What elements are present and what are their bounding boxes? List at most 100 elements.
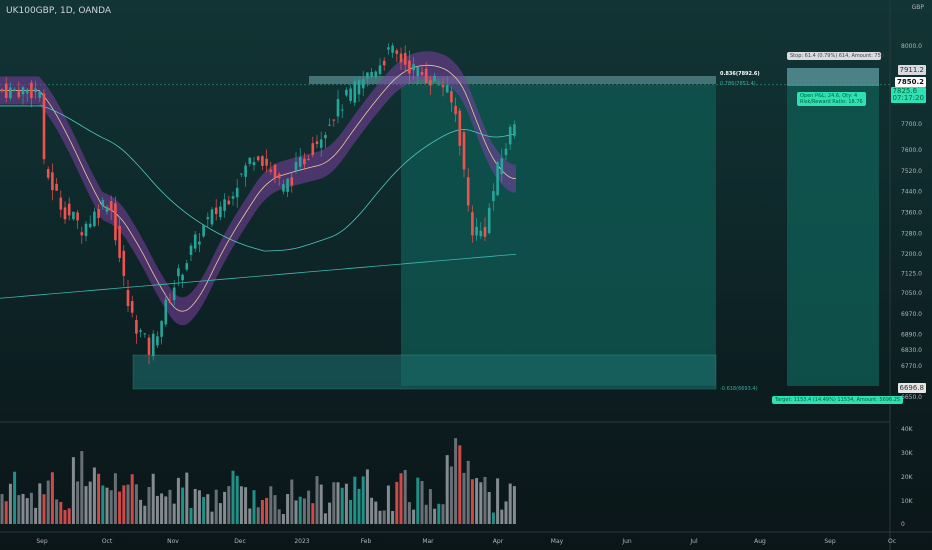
volume-bar: [391, 511, 395, 524]
y-tick-label: 7520.0: [901, 168, 922, 175]
volume-bar: [244, 487, 248, 524]
fib-mid-label: 0.786(7851.4): [720, 81, 756, 87]
candle-body: [59, 197, 63, 210]
volume-bar: [475, 478, 479, 524]
volume-tick-label: 10K: [901, 498, 914, 505]
candle-body: [391, 45, 394, 53]
volume-bar: [332, 482, 336, 524]
candle-body: [471, 212, 474, 236]
volume-bar: [160, 493, 164, 524]
volume-bar: [323, 513, 327, 524]
candle-body: [219, 206, 222, 218]
candle-body: [160, 320, 163, 337]
candle-body: [479, 230, 483, 237]
candle-body: [366, 72, 369, 79]
candle-body: [139, 330, 142, 332]
volume-bar: [122, 485, 126, 524]
candle-body: [198, 241, 201, 245]
volume-bar: [109, 490, 113, 524]
volume-bar: [315, 476, 319, 524]
x-tick-label: May: [551, 538, 564, 545]
y-tick-label: 7050.0: [901, 290, 922, 297]
volume-bar: [433, 508, 437, 524]
candle-body: [387, 47, 390, 50]
ma-mid-line: [0, 105, 517, 252]
y-tick-label: 8000.0: [901, 43, 922, 50]
volume-bar: [235, 475, 239, 524]
candle-body: [399, 53, 403, 63]
candle-body: [357, 80, 361, 95]
candle-body: [290, 177, 294, 186]
volume-bar: [155, 495, 159, 524]
x-tick-label: Aug: [754, 538, 766, 545]
candle-body: [156, 336, 159, 346]
candle-body: [151, 333, 155, 357]
volume-bar: [0, 494, 4, 524]
volume-bar: [63, 509, 67, 524]
pnl-line-1: Open P&L: 24.6, Qty: 4: [800, 93, 858, 99]
volume-bar: [172, 503, 176, 524]
candle-body: [282, 184, 285, 192]
candle-body: [118, 225, 121, 258]
candle-body: [303, 158, 306, 165]
y-tick-label: 6970.0: [901, 311, 922, 318]
candle-body: [311, 143, 315, 155]
ema-band: [0, 51, 516, 326]
y-tick-label: 7700.0: [901, 121, 922, 128]
volume-bar: [21, 493, 25, 524]
candle-body: [378, 65, 382, 74]
volume-bar: [59, 501, 63, 524]
volume-bar: [399, 473, 403, 524]
candle-body: [206, 217, 210, 220]
right-target-zone: [787, 68, 879, 386]
candle-body: [130, 300, 134, 313]
volume-bar: [441, 504, 445, 524]
volume-bar: [265, 497, 269, 524]
candle-body: [445, 84, 449, 93]
symbol-title: UK100GBP, 1D, OANDA: [6, 6, 112, 16]
candle-body: [462, 132, 466, 170]
volume-bar: [328, 502, 332, 524]
candle-body: [496, 162, 499, 196]
candle-body: [76, 212, 79, 221]
volume-bar: [260, 499, 264, 524]
y-tick-label: 7280.0: [901, 230, 922, 237]
candle-body: [88, 223, 92, 228]
x-tick-label: Nov: [167, 538, 179, 545]
candle-body: [395, 50, 399, 54]
current-time: 07:17:20: [892, 94, 924, 102]
candle-body: [508, 126, 512, 145]
x-tick-label: Dec: [234, 538, 246, 545]
volume-bar: [290, 479, 294, 524]
volume-bar: [130, 474, 134, 524]
volume-bar: [382, 510, 386, 524]
volume-bar: [311, 503, 315, 524]
target-zone: [401, 84, 716, 386]
candle-body: [17, 91, 21, 98]
candle-body: [63, 207, 67, 220]
candle-body: [277, 173, 281, 179]
candle-body: [273, 164, 277, 178]
candle-body: [101, 200, 105, 207]
y-tick-label: 7360.0: [901, 210, 922, 217]
candle-body: [382, 60, 386, 66]
candle-body: [164, 299, 168, 325]
candle-body: [261, 156, 264, 166]
volume-bar: [248, 508, 252, 524]
volume-bar: [294, 500, 298, 524]
candle-body: [193, 234, 197, 249]
volume-bar: [378, 510, 382, 524]
volume-bar: [239, 486, 243, 524]
volume-bar: [185, 472, 189, 524]
candle-body: [294, 162, 298, 171]
candle-body: [458, 110, 462, 146]
volume-bar: [143, 505, 147, 524]
candle-body: [67, 203, 71, 216]
pnl-label: Open P&L: 24.6, Qty: 4 Risk/Reward Ratio…: [797, 92, 866, 106]
volume-bar: [84, 486, 88, 524]
volume-bar: [277, 509, 281, 524]
volume-bar: [223, 491, 227, 524]
candle-body: [408, 60, 411, 74]
candle-body: [34, 88, 37, 93]
